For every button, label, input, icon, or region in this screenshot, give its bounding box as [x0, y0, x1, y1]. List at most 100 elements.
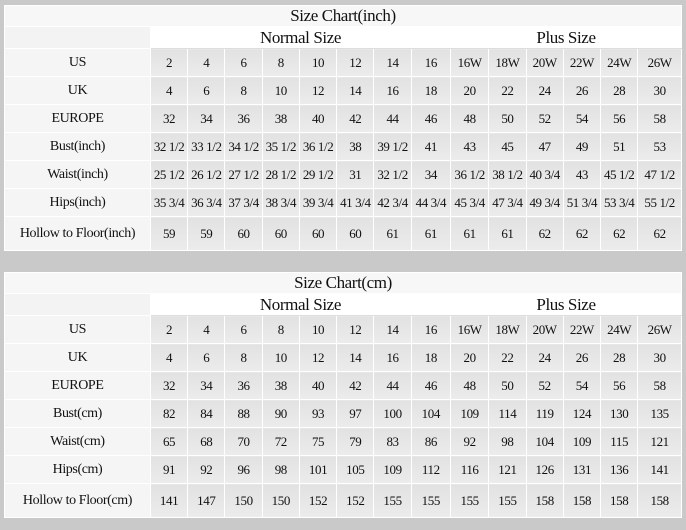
table-cell: 56 — [600, 371, 639, 400]
table-cell: 10 — [298, 48, 338, 77]
table-title: Size Chart(cm) — [4, 272, 682, 294]
size-chart-cm: Size Chart(cm) Normal Size Plus Size US 2 4 6 8… — [4, 272, 682, 518]
table-cell: 60 — [298, 216, 338, 251]
corner-cell — [4, 26, 151, 49]
table-cell: 97 — [336, 399, 375, 428]
table-cell: 130 — [600, 399, 639, 428]
table-cell: 32 — [149, 371, 189, 400]
table-cell: 155 — [373, 483, 412, 518]
table-cell: 46 — [410, 104, 452, 133]
table-cell: 22W — [562, 315, 602, 344]
table-cell: 14 — [373, 315, 412, 344]
row-label: US — [4, 48, 151, 77]
table-cell: 6 — [224, 315, 263, 344]
row-label: UK — [4, 343, 151, 372]
table-cell: 52 — [525, 104, 564, 133]
table-cell: 20 — [449, 343, 490, 372]
table-cell: 37 3/4 — [224, 188, 263, 217]
row-label: Hips(inch) — [4, 188, 151, 217]
table-cell: 72 — [261, 427, 300, 456]
table-cell: 8 — [224, 343, 263, 372]
table-cell: 14 — [336, 76, 375, 105]
table-cell: 50 — [488, 371, 527, 400]
table-cell: 93 — [298, 399, 338, 428]
table-cell: 53 — [637, 132, 682, 161]
table-cell: 34 — [410, 160, 452, 189]
table-cell: 152 — [298, 483, 338, 518]
table-cell: 22W — [562, 48, 602, 77]
group-header-row: Normal Size Plus Size — [4, 26, 682, 49]
table-cell: 28 — [600, 76, 639, 105]
table-cell: 36 1/2 — [298, 132, 338, 161]
table-cell: 126 — [525, 455, 564, 484]
table-cell: 109 — [562, 427, 602, 456]
table-cell: 158 — [525, 483, 564, 518]
table-cell: 42 — [336, 371, 375, 400]
table-cell: 47 1/2 — [637, 160, 682, 189]
table-cell: 101 — [298, 455, 338, 484]
table-cell: 48 — [449, 371, 490, 400]
table-cell: 34 — [187, 104, 226, 133]
table-cell: 150 — [224, 483, 263, 518]
group-header-row: Normal Size Plus Size — [4, 293, 682, 316]
table-cell: 105 — [336, 455, 375, 484]
table-cell: 50 — [488, 104, 527, 133]
table-cell: 62 — [525, 216, 564, 251]
size-table: Size Chart(inch) Normal Size Plus Size US 2 4… — [4, 5, 682, 251]
table-cell: 152 — [336, 483, 375, 518]
title-row: Size Chart(inch) — [4, 5, 682, 27]
table-cell: 53 3/4 — [600, 188, 639, 217]
table-cell: 47 — [525, 132, 564, 161]
row-label: UK — [4, 76, 151, 105]
table-cell: 26W — [637, 48, 682, 77]
table-cell: 54 — [562, 371, 602, 400]
table-cell: 44 — [373, 371, 412, 400]
table-cell: 45 3/4 — [450, 188, 490, 217]
table-cell: 14 — [336, 343, 375, 372]
table-row: Bust(inch) 32 1/2 33 1/2 34 1/2 35 1/2 36 1/2… — [4, 132, 682, 161]
table-cell: 98 — [488, 427, 527, 456]
table-cell: 60 — [336, 216, 375, 251]
table-cell: 54 — [562, 104, 602, 133]
table-cell: 45 1/2 — [600, 160, 639, 189]
table-cell: 52 — [525, 371, 564, 400]
table-cell: 35 1/2 — [261, 132, 300, 161]
table-cell: 141 — [149, 483, 189, 518]
table-cell: 114 — [488, 399, 527, 428]
table-row: Bust(cm) 82 84 88 90 93 97 100 104 109 114 119 124 13… — [4, 399, 682, 428]
group-plus-size: Plus Size — [450, 26, 682, 49]
table-cell: 79 — [336, 427, 375, 456]
table-cell: 16 — [410, 315, 452, 344]
table-cell: 41 — [410, 132, 452, 161]
table-cell: 36 — [224, 371, 263, 400]
table-cell: 6 — [224, 48, 263, 77]
table-cell: 4 — [149, 76, 189, 105]
table-row: Hips(cm) 91 92 96 98 101 105 109 112 116 121 126 131… — [4, 455, 682, 484]
table-cell: 33 1/2 — [187, 132, 226, 161]
table-cell: 62 — [562, 216, 602, 251]
table-cell: 62 — [637, 216, 682, 251]
table-cell: 124 — [562, 399, 602, 428]
table-cell: 100 — [373, 399, 412, 428]
table-cell: 32 — [149, 104, 189, 133]
table-cell: 62 — [600, 216, 639, 251]
table-cell: 28 1/2 — [261, 160, 300, 189]
table-cell: 30 — [637, 343, 682, 372]
table-cell: 4 — [187, 48, 226, 77]
table-cell: 29 1/2 — [298, 160, 338, 189]
table-cell: 4 — [149, 343, 189, 372]
title-row: Size Chart(cm) — [4, 272, 682, 294]
table-cell: 26W — [637, 315, 682, 344]
table-cell: 38 — [261, 104, 300, 133]
table-cell: 4 — [187, 315, 226, 344]
table-cell: 18W — [488, 48, 527, 77]
group-normal-size: Normal Size — [149, 293, 452, 316]
table-cell: 27 1/2 — [224, 160, 263, 189]
table-cell: 104 — [525, 427, 564, 456]
table-cell: 32 1/2 — [149, 132, 189, 161]
row-label: Bust(inch) — [4, 132, 151, 161]
table-cell: 16 — [410, 48, 452, 77]
table-cell: 24 — [525, 343, 564, 372]
table-cell: 48 — [450, 104, 490, 133]
size-table: Size Chart(cm) Normal Size Plus Size US 2 4 6 8… — [4, 272, 682, 518]
